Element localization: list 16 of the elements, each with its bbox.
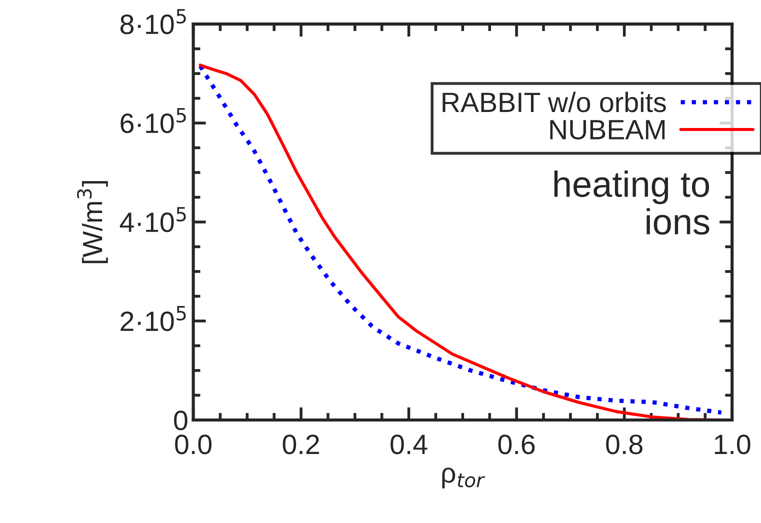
- y-tick-label: 2·10$^{5}$: [120, 306, 186, 332]
- annotation: heating to ions: [554, 170, 710, 235]
- y-tick-label: 6·10$^{5}$: [120, 108, 186, 134]
- legend-label: RABBIT w/o orbits: [442, 92, 666, 112]
- x-tick-label: 0.6: [498, 434, 535, 454]
- y-tick-label: 8·10$^{5}$: [120, 9, 186, 34]
- x-tick-label: 0.8: [606, 434, 642, 454]
- x-tick-label: 1.0: [714, 434, 750, 454]
- x-tick-label: 0.4: [390, 434, 428, 454]
- x-tick-label: 0.0: [175, 434, 212, 454]
- y-axis-title: [W/m$^{3}$]: [77, 181, 108, 264]
- x-tick-label: 0.2: [282, 434, 319, 454]
- y-tick-label: 0: [174, 410, 188, 430]
- x-axis-title: ρ$_{tor}$: [442, 468, 486, 488]
- legend-label: NUBEAM: [550, 120, 665, 140]
- y-tick-label: 4·10$^{5}$: [120, 207, 186, 232]
